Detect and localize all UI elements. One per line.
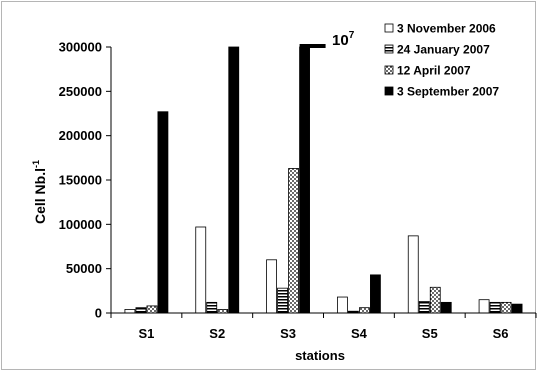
- x-tick-label-s4: S4: [351, 326, 368, 341]
- x-tick-label-s1: S1: [138, 326, 154, 341]
- bar-s1-series-3: [146, 305, 158, 314]
- legend-label-2: 24 January 2007: [397, 43, 490, 57]
- bar-s6-series-1: [478, 299, 490, 314]
- bars-layer: [124, 44, 523, 314]
- s3-value-annotation: 107: [332, 30, 355, 49]
- legend-label-1: 3 November 2006: [397, 22, 496, 36]
- bar-s3-series-4: [299, 46, 310, 314]
- chart-frame: S1 S2 S3 S4 S5 S6 0 50000 100000 150000 200000 2500…: [1, 1, 537, 370]
- bar-s3-series-2: [277, 287, 288, 314]
- bar-s5-series-4: [440, 301, 452, 314]
- annotation-exponent: 7: [349, 30, 355, 41]
- x-tick-label-s2: S2: [209, 326, 225, 341]
- bar-s4-series-1: [337, 296, 348, 314]
- legend-label-4: 3 September 2007: [397, 85, 499, 99]
- legend: 3 November 2006 24 January 2007 12 April 2…: [384, 22, 499, 99]
- y-tick-label: 100000: [59, 217, 102, 232]
- x-tick-label-s5: S5: [422, 326, 438, 341]
- bar-s2-series-2: [206, 301, 218, 314]
- bar-s3-overflow-marker: [299, 44, 326, 48]
- y-tick-label: 250000: [59, 84, 102, 99]
- x-tick-label-s6: S6: [493, 326, 509, 341]
- bar-s5-series-2: [418, 301, 430, 314]
- annotation-base: 10: [332, 32, 349, 49]
- bar-s2-series-3: [217, 309, 229, 314]
- legend-swatch-4: [384, 86, 394, 96]
- bar-s3-series-1: [266, 259, 277, 314]
- legend-label-3: 12 April 2007: [397, 64, 471, 78]
- x-tick-label-s3: S3: [280, 326, 296, 341]
- legend-swatch-3: [384, 65, 394, 75]
- y-tick-label: 200000: [59, 128, 102, 143]
- bar-s1-series-2: [135, 307, 147, 314]
- bar-s6-series-4: [511, 303, 523, 314]
- legend-swatch-2: [384, 44, 394, 54]
- y-axis-title: Cell Nb.l-1: [31, 160, 48, 224]
- legend-swatch-1: [384, 23, 394, 33]
- bar-s4-series-4: [370, 274, 381, 314]
- y-axis-title-main: Cell Nb.l: [32, 168, 48, 224]
- y-tick-label: 150000: [59, 173, 102, 188]
- bar-s2-series-1: [195, 226, 207, 314]
- y-axis-title-superscript: -1: [31, 160, 41, 168]
- bar-s5-series-3: [429, 286, 441, 314]
- bar-s2-series-4: [228, 46, 240, 314]
- bar-s1-series-1: [124, 309, 136, 314]
- bar-s5-series-1: [407, 235, 419, 314]
- bar-s6-series-2: [489, 301, 501, 314]
- bar-s6-series-3: [500, 301, 512, 314]
- x-axis-title: stations: [295, 348, 345, 363]
- axes-layer: S1 S2 S3 S4 S5 S6 0 50000 100000 150000 200000 2500…: [59, 40, 537, 341]
- bar-chart: S1 S2 S3 S4 S5 S6 0 50000 100000 150000 200000 2500…: [31, 22, 537, 363]
- bar-s4-series-3: [359, 307, 370, 314]
- y-tick-label: 300000: [59, 40, 102, 55]
- bar-s3-series-3: [288, 168, 299, 314]
- bar-s1-series-4: [157, 111, 169, 314]
- y-tick-label: 0: [95, 306, 102, 321]
- y-tick-label: 50000: [66, 261, 102, 276]
